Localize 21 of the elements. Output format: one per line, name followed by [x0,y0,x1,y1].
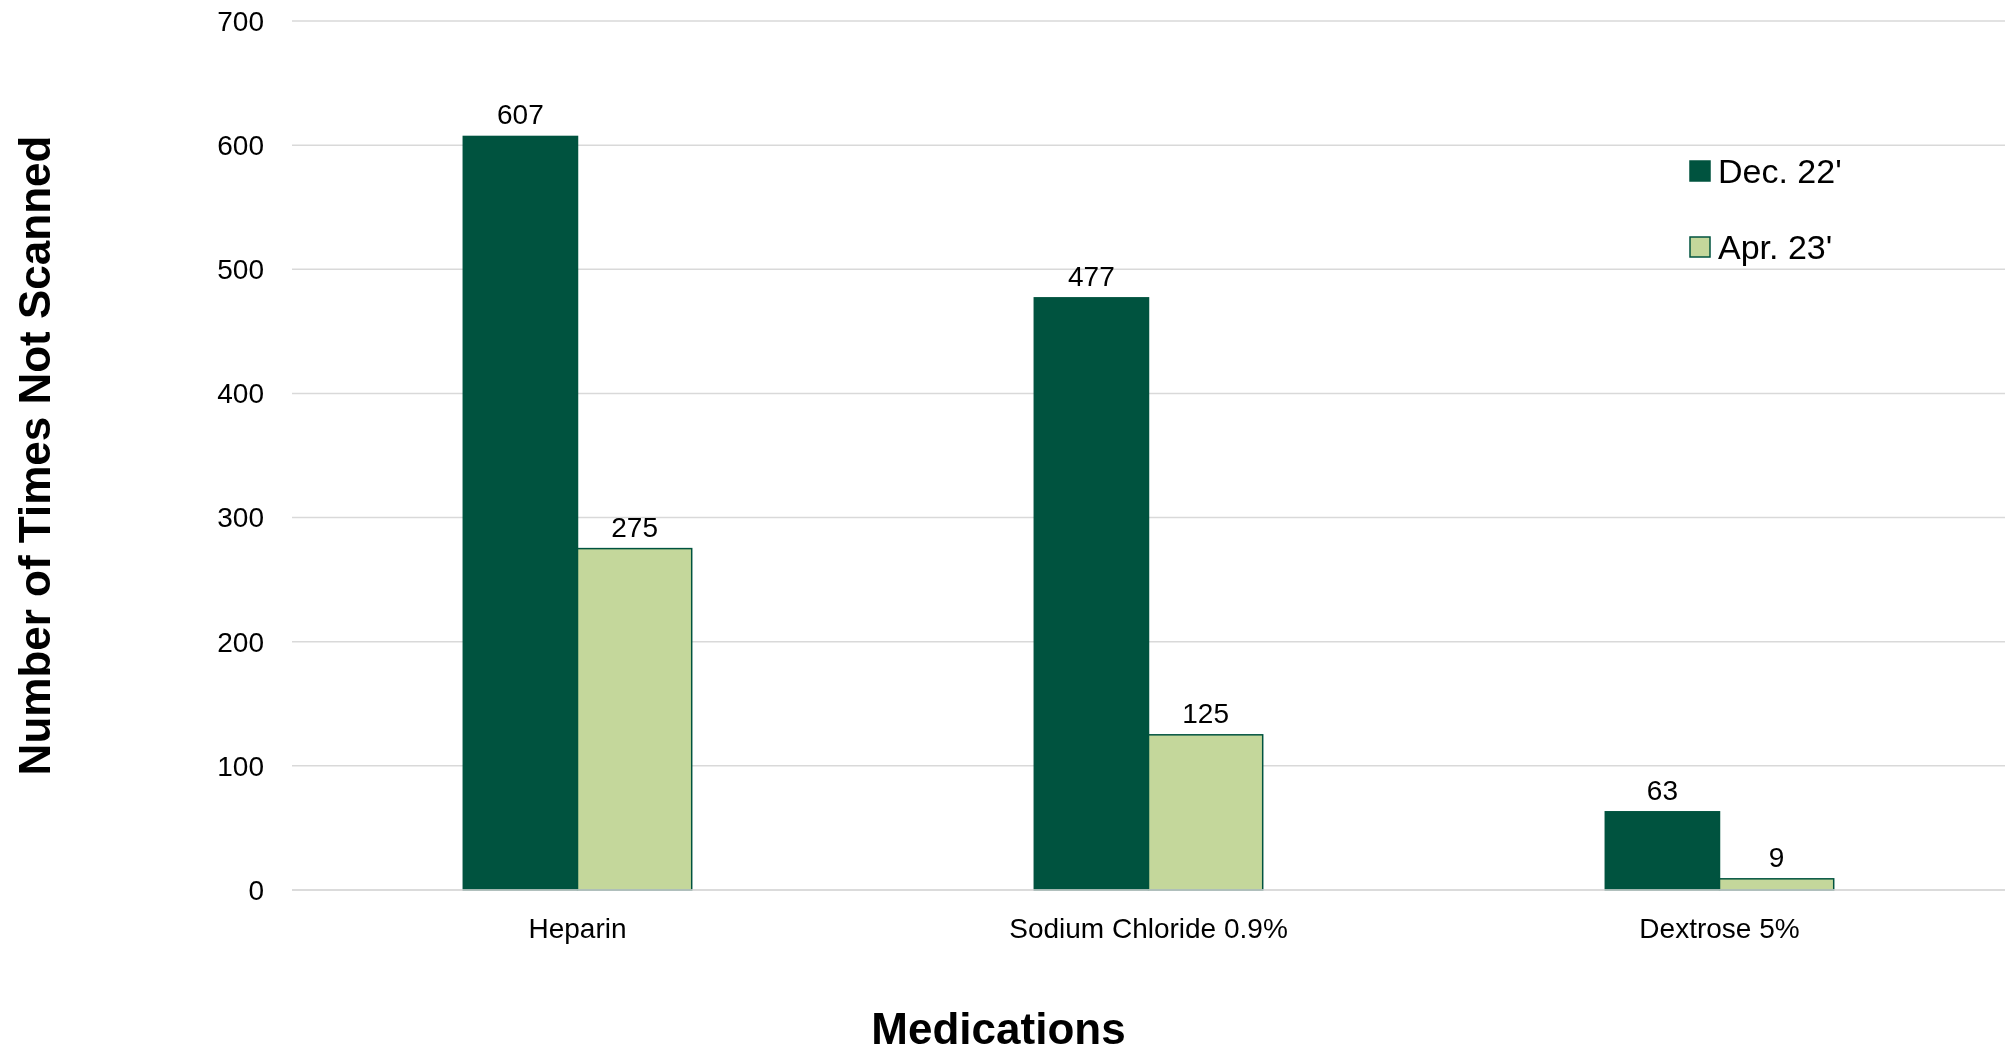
y-tick-label: 600 [217,129,264,161]
legend-label: Dec. 22' [1718,151,1842,190]
x-axis-title: Medications [871,1004,1126,1051]
y-tick-label: 100 [217,750,264,782]
data-label: 477 [1068,260,1115,292]
x-tick-label: Heparin [528,913,627,944]
y-tick-label: 700 [217,5,264,37]
legend-label: Apr. 23' [1718,227,1833,266]
y-tick-label: 500 [217,254,264,286]
y-axis-title: Number of Times Not Scanned [10,135,59,776]
data-label: 275 [611,511,658,543]
y-tick-label: 200 [217,626,264,658]
x-tick-label: Sodium Chloride 0.9% [1009,913,1288,944]
data-label: 125 [1182,697,1229,729]
data-label: 9 [1768,841,1785,873]
x-tick-label: Dextrose 5% [1639,913,1800,944]
data-label: 63 [1646,774,1678,806]
data-label: 607 [497,99,544,131]
y-tick-label: 400 [217,378,264,410]
y-tick-label: 300 [217,502,264,534]
y-tick-label: 0 [248,874,264,906]
